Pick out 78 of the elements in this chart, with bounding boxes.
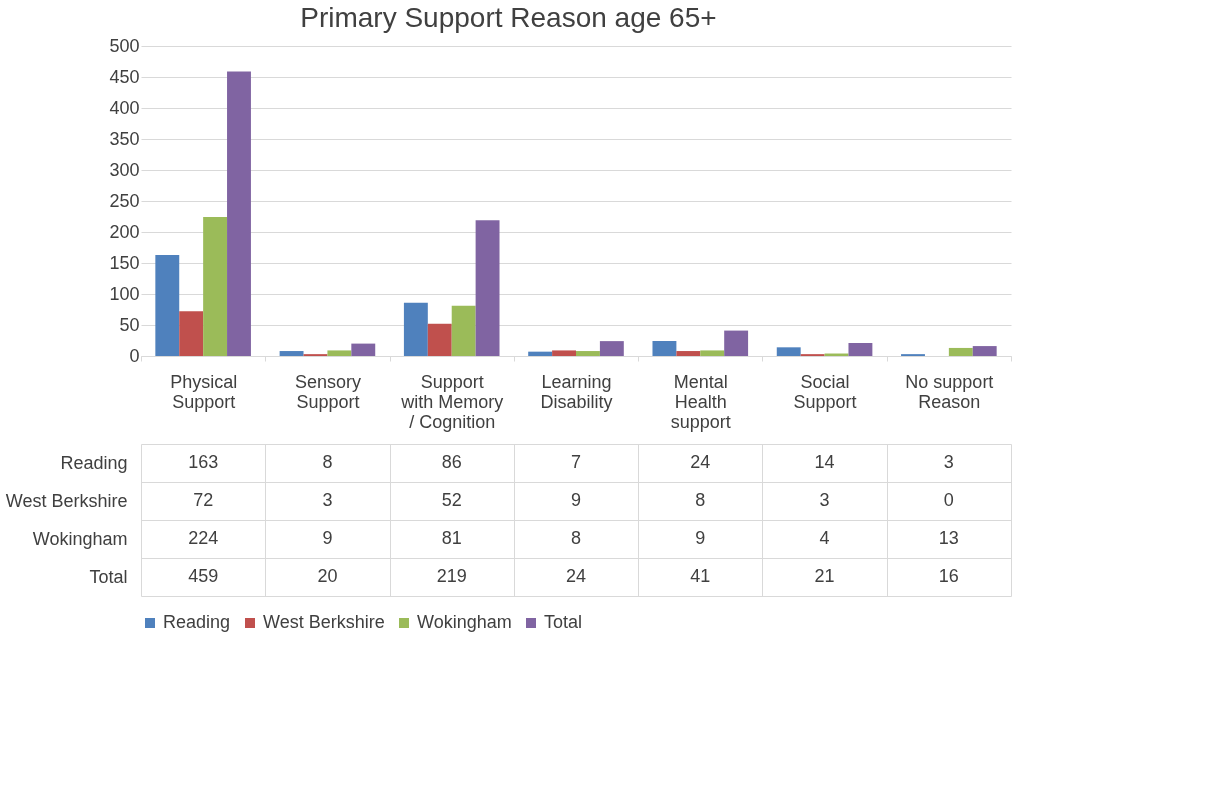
bar [327, 350, 352, 356]
data-label: 459 [188, 566, 219, 586]
data-label: 21 [814, 566, 835, 586]
data-label: 24 [690, 452, 711, 472]
data-label: 3 [943, 452, 954, 472]
y-tick-label: 50 [119, 314, 140, 335]
bar [403, 302, 428, 356]
bar [599, 341, 624, 356]
y-tick-label: 250 [109, 190, 140, 211]
legend-label: Total [544, 612, 583, 632]
y-tick-label: 0 [129, 345, 140, 366]
data-label: 3 [322, 490, 333, 510]
text: Total [89, 566, 128, 587]
x-tick-label: Sensory Support [294, 371, 361, 412]
x-tick-label: No support Reason [905, 371, 994, 412]
bar [652, 341, 677, 356]
bar [552, 350, 576, 356]
x-tick-label: Mental Health support [670, 371, 731, 432]
data-label: 8 [695, 490, 706, 510]
data-label: 20 [317, 566, 338, 586]
data-label: 9 [570, 490, 582, 510]
bar [948, 347, 973, 356]
x-tick-label: Social Support [793, 371, 857, 412]
y-tick-label: 350 [109, 128, 140, 149]
bar [972, 346, 997, 356]
data-label: 86 [441, 452, 462, 472]
bar [179, 311, 204, 356]
bar [351, 343, 376, 356]
data-label: 224 [188, 528, 219, 548]
y-tick-label: 400 [109, 97, 140, 118]
data-label: 9 [322, 528, 333, 548]
data-label: 9 [695, 528, 706, 548]
text: Reading [60, 452, 128, 473]
y-tick-label: 300 [109, 159, 140, 180]
x-tick-label: Learning Disability [540, 371, 613, 412]
data-label: 41 [690, 566, 711, 586]
y-tick-label: 100 [109, 283, 140, 304]
bar [724, 330, 749, 356]
data-label: 13 [938, 528, 959, 548]
legend-label: Reading [163, 612, 231, 632]
bar [776, 347, 801, 356]
data-label: 3 [819, 490, 830, 510]
data-label: 8 [322, 452, 333, 472]
bar [427, 323, 452, 356]
data-label: 219 [436, 566, 467, 586]
bar [451, 305, 476, 356]
bar [700, 350, 725, 356]
bar [475, 220, 500, 356]
bar [848, 342, 873, 356]
bar [227, 71, 251, 356]
text: Wokingham [32, 528, 128, 549]
bar [576, 351, 600, 356]
x-tick-label: Support with Memory / Cognition [400, 371, 504, 432]
data-label: 24 [565, 566, 587, 586]
data-label: 52 [441, 490, 462, 510]
legend-label: Wokingham [417, 612, 512, 632]
text: West Berkshire [5, 490, 128, 511]
data-label: 81 [441, 528, 462, 548]
chart-title: Primary Support Reason age 65+ [300, 2, 717, 33]
data-label: 72 [193, 490, 214, 510]
y-tick-label: 150 [109, 252, 140, 273]
y-tick-label: 500 [109, 35, 140, 56]
bar [203, 217, 228, 356]
data-label: 16 [938, 566, 959, 586]
bar [676, 351, 701, 356]
data-label: 14 [814, 452, 835, 472]
bar [279, 351, 304, 356]
y-tick-label: 200 [109, 221, 140, 242]
data-label: 163 [188, 452, 219, 472]
data-label: 4 [819, 528, 830, 548]
x-tick-label: Physical Support [170, 371, 238, 412]
data-label: 0 [943, 490, 954, 510]
data-label: 8 [570, 528, 582, 548]
bar [155, 254, 180, 356]
y-tick-label: 450 [109, 66, 140, 87]
bar [528, 351, 553, 356]
legend-label: West Berkshire [263, 612, 385, 632]
data-label: 7 [570, 452, 582, 472]
